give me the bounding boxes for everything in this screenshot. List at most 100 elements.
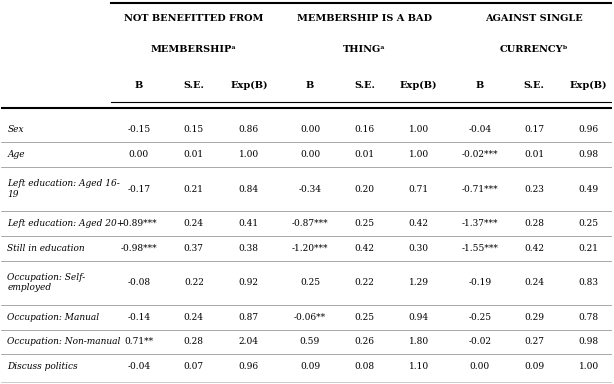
Text: 0.30: 0.30	[409, 244, 429, 253]
Text: 0.98: 0.98	[578, 150, 599, 159]
Text: Left education: Aged 16-
19: Left education: Aged 16- 19	[7, 179, 120, 199]
Text: 0.41: 0.41	[239, 219, 259, 228]
Text: 0.94: 0.94	[409, 313, 429, 322]
Text: 0.24: 0.24	[524, 278, 544, 287]
Text: 0.71: 0.71	[409, 185, 429, 194]
Text: MEMBERSHIP IS A BAD: MEMBERSHIP IS A BAD	[297, 14, 432, 23]
Text: 0.25: 0.25	[578, 219, 599, 228]
Text: 0.84: 0.84	[239, 185, 259, 194]
Text: 0.86: 0.86	[239, 126, 259, 134]
Text: Exp(B): Exp(B)	[570, 81, 607, 90]
Text: -0.87***: -0.87***	[292, 219, 328, 228]
Text: 0.96: 0.96	[239, 362, 259, 371]
Text: Still in education: Still in education	[7, 244, 85, 253]
Text: 0.16: 0.16	[354, 126, 375, 134]
Text: -0.02: -0.02	[468, 338, 491, 346]
Text: 0.27: 0.27	[524, 338, 544, 346]
Text: 0.09: 0.09	[524, 362, 544, 371]
Text: 0.38: 0.38	[239, 244, 259, 253]
Text: 0.37: 0.37	[184, 244, 204, 253]
Text: 0.25: 0.25	[300, 278, 320, 287]
Text: 0.21: 0.21	[184, 185, 204, 194]
Text: 0.96: 0.96	[578, 126, 599, 134]
Text: 0.42: 0.42	[354, 244, 375, 253]
Text: 0.71**: 0.71**	[124, 338, 154, 346]
Text: 0.00: 0.00	[300, 150, 320, 159]
Text: 2.04: 2.04	[239, 338, 259, 346]
Text: 0.49: 0.49	[578, 185, 599, 194]
Text: AGAINST SINGLE: AGAINST SINGLE	[485, 14, 583, 23]
Text: 0.29: 0.29	[524, 313, 544, 322]
Text: 0.21: 0.21	[578, 244, 599, 253]
Text: -0.08: -0.08	[127, 278, 150, 287]
Text: 0.78: 0.78	[578, 313, 599, 322]
Text: 0.01: 0.01	[184, 150, 204, 159]
Text: NOT BENEFITTED FROM: NOT BENEFITTED FROM	[124, 14, 263, 23]
Text: 0.28: 0.28	[524, 219, 544, 228]
Text: B: B	[476, 81, 484, 90]
Text: 1.80: 1.80	[409, 338, 429, 346]
Text: 0.20: 0.20	[354, 185, 375, 194]
Text: -0.15: -0.15	[127, 126, 150, 134]
Text: 1.10: 1.10	[409, 362, 429, 371]
Text: Left education: Aged 20+: Left education: Aged 20+	[7, 219, 125, 228]
Text: S.E.: S.E.	[354, 81, 375, 90]
Text: -0.89***: -0.89***	[120, 219, 157, 228]
Text: THINGᵃ: THINGᵃ	[343, 45, 386, 53]
Text: Exp(B): Exp(B)	[230, 81, 268, 90]
Text: -0.19: -0.19	[468, 278, 491, 287]
Text: S.E.: S.E.	[524, 81, 545, 90]
Text: 0.00: 0.00	[129, 150, 149, 159]
Text: 0.98: 0.98	[578, 338, 599, 346]
Text: 1.00: 1.00	[409, 150, 429, 159]
Text: CURRENCYᵇ: CURRENCYᵇ	[500, 45, 569, 53]
Text: Sex: Sex	[7, 126, 24, 134]
Text: 1.29: 1.29	[409, 278, 429, 287]
Text: -0.14: -0.14	[127, 313, 150, 322]
Text: 0.24: 0.24	[184, 313, 204, 322]
Text: -1.20***: -1.20***	[292, 244, 328, 253]
Text: 0.28: 0.28	[184, 338, 204, 346]
Text: Occupation: Non-manual: Occupation: Non-manual	[7, 338, 121, 346]
Text: 0.07: 0.07	[184, 362, 204, 371]
Text: -1.55***: -1.55***	[461, 244, 499, 253]
Text: 1.00: 1.00	[578, 362, 599, 371]
Text: 1.00: 1.00	[239, 150, 259, 159]
Text: 0.26: 0.26	[354, 338, 375, 346]
Text: 0.92: 0.92	[239, 278, 259, 287]
Text: -1.37***: -1.37***	[462, 219, 498, 228]
Text: S.E.: S.E.	[184, 81, 204, 90]
Text: -0.71***: -0.71***	[462, 185, 498, 194]
Text: 0.09: 0.09	[300, 362, 320, 371]
Text: 0.22: 0.22	[354, 278, 375, 287]
Text: 0.17: 0.17	[524, 126, 544, 134]
Text: -0.98***: -0.98***	[120, 244, 157, 253]
Text: 1.00: 1.00	[409, 126, 429, 134]
Text: 0.00: 0.00	[300, 126, 320, 134]
Text: 0.42: 0.42	[409, 219, 429, 228]
Text: 0.25: 0.25	[354, 219, 375, 228]
Text: Occupation: Manual: Occupation: Manual	[7, 313, 99, 322]
Text: B: B	[134, 81, 143, 90]
Text: 0.15: 0.15	[184, 126, 204, 134]
Text: -0.02***: -0.02***	[462, 150, 498, 159]
Text: 0.87: 0.87	[239, 313, 259, 322]
Text: Age: Age	[7, 150, 25, 159]
Text: 0.42: 0.42	[524, 244, 544, 253]
Text: 0.25: 0.25	[354, 313, 375, 322]
Text: 0.01: 0.01	[524, 150, 544, 159]
Text: 0.23: 0.23	[524, 185, 544, 194]
Text: 0.22: 0.22	[184, 278, 204, 287]
Text: -0.04: -0.04	[468, 126, 491, 134]
Text: 0.00: 0.00	[470, 362, 490, 371]
Text: 0.08: 0.08	[354, 362, 375, 371]
Text: 0.01: 0.01	[354, 150, 375, 159]
Text: Exp(B): Exp(B)	[400, 81, 437, 90]
Text: -0.34: -0.34	[298, 185, 322, 194]
Text: 0.24: 0.24	[184, 219, 204, 228]
Text: 0.59: 0.59	[300, 338, 320, 346]
Text: Discuss politics: Discuss politics	[7, 362, 78, 371]
Text: -0.17: -0.17	[127, 185, 150, 194]
Text: -0.25: -0.25	[468, 313, 491, 322]
Text: B: B	[306, 81, 314, 90]
